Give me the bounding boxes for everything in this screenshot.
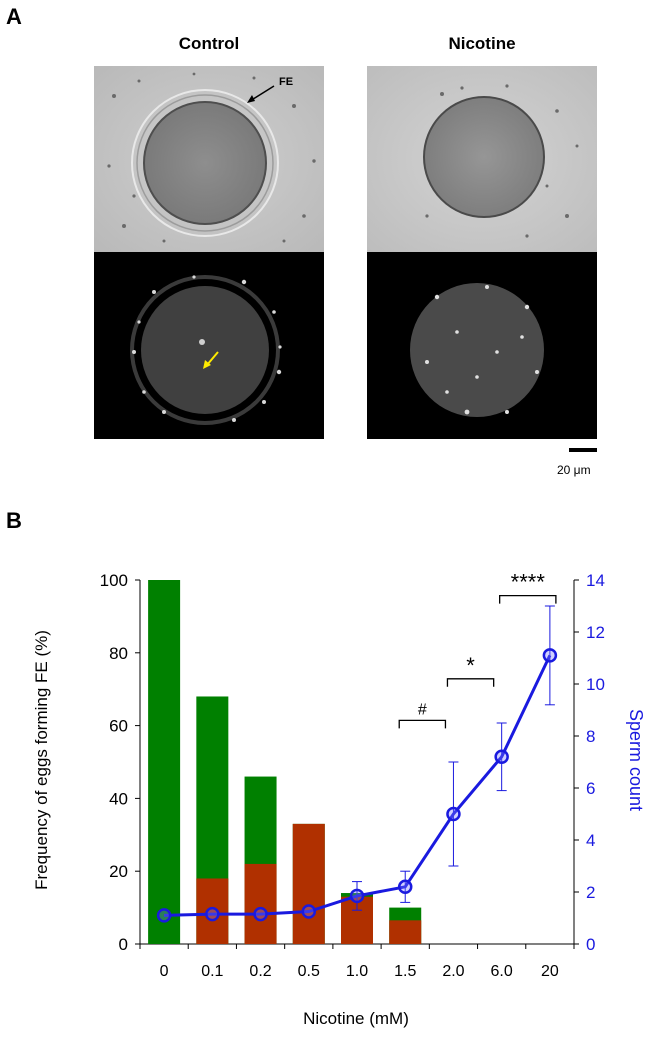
sperm-count-point bbox=[301, 904, 317, 919]
sperm-count-point bbox=[446, 806, 461, 822]
sperm-count-point bbox=[542, 648, 558, 663]
nicotine-title: Nicotine bbox=[448, 34, 516, 53]
x-tick-label: 1.5 bbox=[394, 963, 416, 980]
fe-arrow-icon bbox=[244, 84, 278, 111]
y-right-tick-label: 14 bbox=[586, 571, 605, 590]
significance-label: # bbox=[418, 701, 427, 718]
y-right-tick-label: 0 bbox=[586, 935, 595, 954]
chart-bars bbox=[148, 580, 422, 944]
y-right-tick-label: 8 bbox=[586, 727, 595, 746]
scale-bar-label: 20 μm bbox=[557, 463, 591, 477]
y-right-tick-label: 6 bbox=[586, 779, 595, 798]
significance-bracket bbox=[446, 678, 495, 687]
y-tick-label: 80 bbox=[109, 644, 128, 663]
x-tick-label: 2.0 bbox=[442, 963, 464, 980]
bar-red bbox=[292, 823, 325, 944]
control-brightfield-image bbox=[94, 66, 324, 252]
y-tick-label: 0 bbox=[119, 935, 128, 954]
bar-red bbox=[389, 920, 422, 944]
bar-green bbox=[148, 580, 181, 944]
panel-a-label: A bbox=[6, 4, 22, 29]
significance-label: **** bbox=[511, 570, 546, 595]
fe-frequency-chart: 0 20 40 60 80 100 0 2 4 6 8 10 12 14 0 0.1 0.2 0.5 1.0 1.5 2… bbox=[32, 570, 646, 1028]
y-tick-label: 100 bbox=[100, 571, 128, 590]
nicotine-fluorescence-image bbox=[367, 252, 597, 439]
significance-label: * bbox=[466, 653, 475, 678]
bar-red bbox=[196, 878, 229, 944]
significance-bracket bbox=[398, 719, 447, 729]
x-tick-label: 6.0 bbox=[491, 963, 513, 980]
bar-red bbox=[244, 863, 277, 944]
x-tick-label: 0.5 bbox=[298, 963, 320, 980]
x-tick-label: 0 bbox=[160, 963, 169, 980]
scale-bar bbox=[569, 448, 597, 452]
x-tick-label: 1.0 bbox=[346, 963, 368, 980]
y-axis-label: Frequency of eggs forming FE (%) bbox=[32, 630, 51, 890]
sperm-count-point bbox=[253, 906, 268, 922]
nicotine-brightfield-image bbox=[367, 66, 597, 252]
sperm-count-point bbox=[205, 906, 220, 922]
x-tick-label: 20 bbox=[541, 963, 559, 980]
sperm-count-point bbox=[349, 888, 365, 904]
x-tick-label: 0.2 bbox=[249, 963, 271, 980]
y-right-tick-label: 4 bbox=[586, 831, 595, 850]
y-axis-right-label: Sperm count bbox=[626, 709, 646, 811]
sperm-count-point bbox=[397, 879, 413, 895]
y-right-tick-label: 2 bbox=[586, 883, 595, 902]
significance-bracket bbox=[499, 594, 557, 604]
control-fluorescence-image bbox=[94, 252, 324, 439]
y-tick-label: 40 bbox=[109, 789, 128, 808]
y-right-tick-label: 12 bbox=[586, 623, 605, 642]
sperm-count-point bbox=[156, 908, 172, 923]
y-tick-label: 60 bbox=[109, 717, 128, 736]
sperm-count-point bbox=[494, 749, 509, 765]
fe-annotation: FE bbox=[279, 76, 294, 88]
chart-line bbox=[156, 605, 558, 923]
x-tick-label: 0.1 bbox=[201, 963, 223, 980]
yellow-arrow-icon bbox=[200, 350, 222, 377]
y-tick-label: 20 bbox=[109, 862, 128, 881]
x-axis-label: Nicotine (mM) bbox=[303, 1009, 409, 1028]
panel-b-label: B bbox=[6, 508, 22, 533]
control-title: Control bbox=[178, 34, 240, 53]
chart-significance: #***** bbox=[398, 570, 557, 729]
y-right-tick-label: 10 bbox=[586, 675, 605, 694]
